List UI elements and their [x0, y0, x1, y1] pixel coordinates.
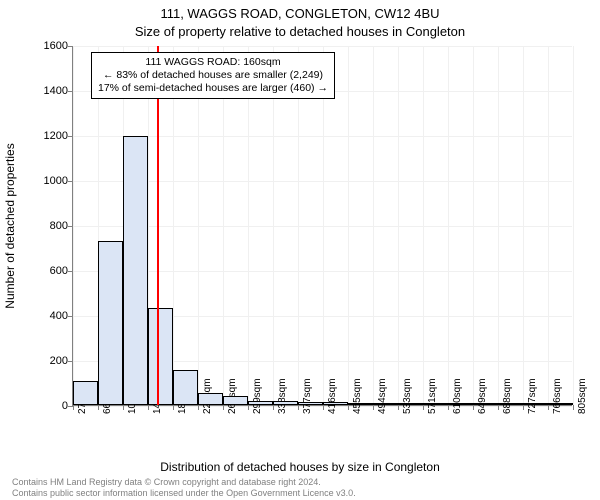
ytick-label: 400: [28, 310, 68, 322]
gridline-v: [573, 46, 574, 405]
histogram-bar: [123, 136, 148, 405]
gridline-v: [323, 46, 324, 405]
xtick-label: 688sqm: [502, 378, 513, 414]
xtick-mark: [548, 405, 549, 410]
xtick-mark: [498, 405, 499, 410]
gridline-v: [298, 46, 299, 405]
x-axis-label: Distribution of detached houses by size …: [0, 460, 600, 474]
histogram-bar: [323, 402, 348, 405]
histogram-bar: [298, 402, 323, 405]
histogram-bar: [473, 403, 498, 405]
chart-title-address: 111, WAGGS ROAD, CONGLETON, CW12 4BU: [0, 6, 600, 21]
xtick-mark: [573, 405, 574, 410]
xtick-mark: [348, 405, 349, 410]
annotation-line: 17% of semi-detached houses are larger (…: [98, 82, 328, 95]
xtick-mark: [248, 405, 249, 410]
gridline-v: [423, 46, 424, 405]
histogram-bar: [348, 403, 373, 405]
annotation-line: 111 WAGGS ROAD: 160sqm: [98, 56, 328, 69]
xtick-mark: [523, 405, 524, 410]
gridline-v: [273, 46, 274, 405]
xtick-label: 649sqm: [477, 378, 488, 414]
xtick-mark: [173, 405, 174, 410]
histogram-bar: [423, 403, 448, 405]
xtick-mark: [398, 405, 399, 410]
page: 111, WAGGS ROAD, CONGLETON, CW12 4BU Siz…: [0, 0, 600, 500]
xtick-label: 377sqm: [302, 378, 313, 414]
ytick-label: 1600: [28, 40, 68, 52]
footer-line: Contains public sector information licen…: [12, 488, 356, 498]
xtick-label: 571sqm: [427, 378, 438, 414]
histogram-bar: [148, 308, 173, 405]
xtick-label: 494sqm: [377, 378, 388, 414]
xtick-mark: [73, 405, 74, 410]
xtick-label: 338sqm: [277, 378, 288, 414]
xtick-label: 766sqm: [552, 378, 563, 414]
ytick-label: 800: [28, 220, 68, 232]
xtick-label: 455sqm: [352, 378, 363, 414]
gridline-v: [198, 46, 199, 405]
xtick-mark: [123, 405, 124, 410]
ytick-label: 1400: [28, 85, 68, 97]
gridline-v: [398, 46, 399, 405]
ytick-label: 200: [28, 355, 68, 367]
gridline-v: [373, 46, 374, 405]
xtick-label: 416sqm: [327, 378, 338, 414]
histogram-bar: [398, 403, 423, 405]
annotation-box: 111 WAGGS ROAD: 160sqm ← 83% of detached…: [91, 52, 335, 99]
xtick-mark: [373, 405, 374, 410]
xtick-mark: [448, 405, 449, 410]
ytick-label: 1000: [28, 175, 68, 187]
gridline-v: [73, 46, 74, 405]
histogram-bar: [448, 403, 473, 405]
xtick-mark: [298, 405, 299, 410]
ytick-label: 600: [28, 265, 68, 277]
xtick-label: 533sqm: [402, 378, 413, 414]
gridline-v: [348, 46, 349, 405]
gridline-v: [523, 46, 524, 405]
xtick-label: 610sqm: [452, 378, 463, 414]
xtick-mark: [148, 405, 149, 410]
histogram-bar: [173, 370, 198, 405]
histogram-bar: [73, 381, 98, 405]
histogram-bar: [223, 396, 248, 405]
property-marker-line: [157, 46, 159, 405]
chart-plot-area: 27sqm66sqm105sqm144sqm183sqm221sqm260sqm…: [72, 46, 572, 406]
gridline-v: [473, 46, 474, 405]
xtick-label: 299sqm: [252, 378, 263, 414]
histogram-bar: [248, 401, 273, 406]
ytick-label: 1200: [28, 130, 68, 142]
histogram-bar: [548, 403, 573, 405]
xtick-mark: [473, 405, 474, 410]
gridline-v: [548, 46, 549, 405]
gridline-v: [223, 46, 224, 405]
xtick-mark: [273, 405, 274, 410]
y-axis-label: Number of detached properties: [3, 143, 17, 308]
ytick-label: 0: [28, 400, 68, 412]
xtick-label: 727sqm: [527, 378, 538, 414]
xtick-mark: [98, 405, 99, 410]
gridline-v: [173, 46, 174, 405]
histogram-bar: [273, 401, 298, 406]
xtick-mark: [423, 405, 424, 410]
gridline-v: [248, 46, 249, 405]
gridline-v: [498, 46, 499, 405]
xtick-mark: [198, 405, 199, 410]
annotation-line: ← 83% of detached houses are smaller (2,…: [98, 69, 328, 82]
histogram-bar: [523, 403, 548, 405]
gridline-v: [448, 46, 449, 405]
histogram-bar: [373, 403, 398, 405]
chart-subtitle: Size of property relative to detached ho…: [0, 24, 600, 39]
xtick-mark: [323, 405, 324, 410]
footer-line: Contains HM Land Registry data © Crown c…: [12, 477, 356, 487]
footer-attribution: Contains HM Land Registry data © Crown c…: [12, 477, 356, 498]
xtick-label: 805sqm: [577, 378, 588, 414]
histogram-bar: [198, 393, 223, 405]
histogram-bar: [98, 241, 123, 405]
histogram-bar: [498, 403, 523, 405]
xtick-mark: [223, 405, 224, 410]
